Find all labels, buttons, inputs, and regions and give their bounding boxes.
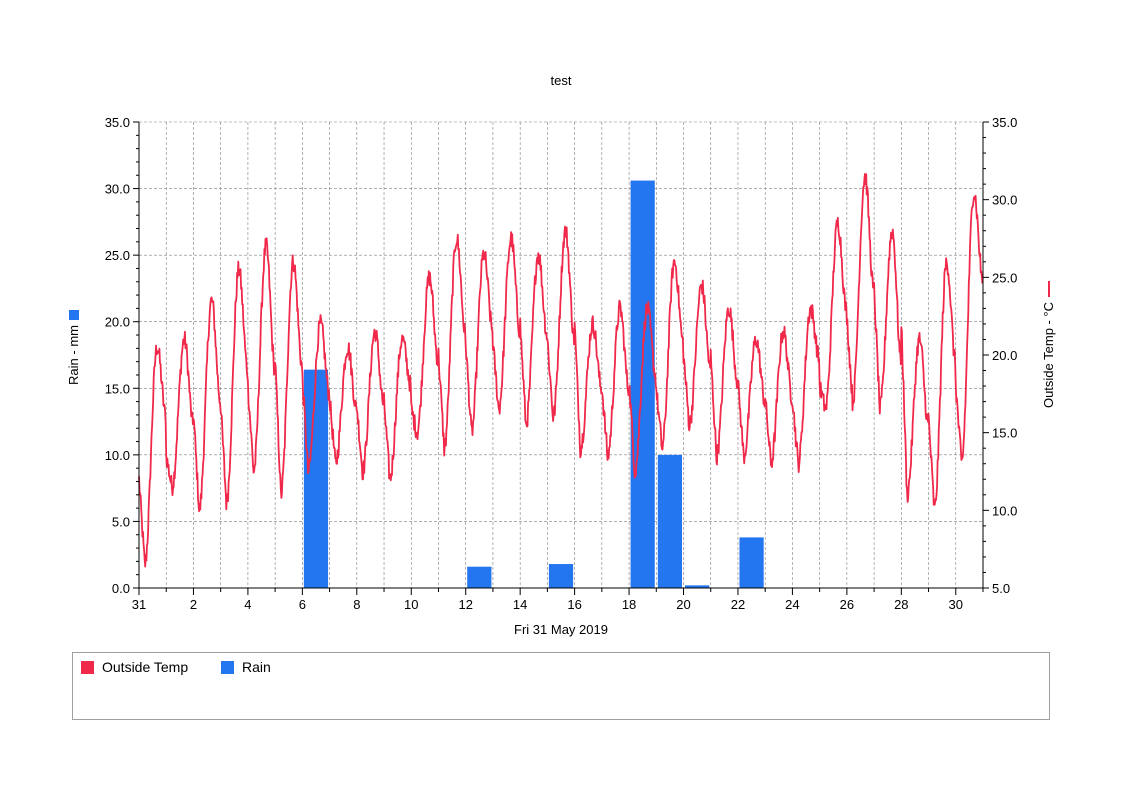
y-right-axis-label: Outside Temp - °C: [1041, 302, 1056, 408]
x-tick-label: 31: [132, 597, 146, 612]
legend-swatch-outside-temp: [81, 660, 94, 674]
rain-bar: [657, 454, 683, 588]
y-right-tick-label: 10.0: [992, 503, 1017, 518]
x-tick-label: 2: [190, 597, 197, 612]
x-tick-label: 28: [894, 597, 908, 612]
rain-bar: [303, 369, 329, 588]
rain-bars: [303, 180, 764, 588]
y-left-tick-label: 25.0: [105, 248, 130, 263]
x-axis-label: Fri 31 May 2019: [514, 622, 608, 637]
y-left-tick-label: 15.0: [105, 381, 130, 396]
legend-swatch-rain: [221, 660, 234, 674]
y-right-tick-label: 20.0: [992, 348, 1017, 363]
y-right-tick-label: 25.0: [992, 270, 1017, 285]
y-left-tick-label: 5.0: [112, 514, 130, 529]
x-tick-label: 4: [244, 597, 251, 612]
x-tick-label: 30: [949, 597, 963, 612]
y-right-tick-label: 35.0: [992, 115, 1017, 130]
outside-temp-line: [138, 173, 984, 568]
y-left-axis-label: Rain - mm: [66, 325, 81, 385]
y-left-series-marker: [69, 310, 79, 320]
y-right-tick-label: 30.0: [992, 193, 1017, 208]
x-tick-label: 22: [731, 597, 745, 612]
x-tick-label: 12: [458, 597, 472, 612]
gridlines: [139, 122, 983, 588]
y-left-tick-label: 35.0: [105, 115, 130, 130]
y-right-tick-label: 5.0: [992, 581, 1010, 596]
rain-bar: [548, 564, 574, 588]
legend-item-outside-temp: Outside Temp: [81, 659, 188, 675]
y-left-tick-label: 30.0: [105, 182, 130, 197]
x-tick-label: 26: [840, 597, 854, 612]
x-tick-label: 24: [785, 597, 799, 612]
legend-label-rain: Rain: [242, 659, 271, 675]
x-tick-label: 18: [622, 597, 636, 612]
legend: Outside Temp Rain: [72, 652, 1050, 720]
rain-bar: [739, 537, 764, 588]
y-left-tick-label: 20.0: [105, 315, 130, 330]
legend-label-outside-temp: Outside Temp: [102, 659, 189, 675]
x-tick-label: 8: [353, 597, 360, 612]
axes: 0.0 5.0 10.0 15.0 20.0 25.0 30.0 35.0 5.0 10.0 15.…: [105, 115, 1018, 612]
x-tick-label: 6: [299, 597, 306, 612]
rain-bar: [467, 566, 492, 588]
y-left-tick-label: 0.0: [112, 581, 130, 596]
temp-line-layer: [138, 173, 984, 568]
y-right-tick-label: 15.0: [992, 426, 1017, 441]
x-tick-label: 14: [513, 597, 527, 612]
rain-bar: [630, 180, 655, 588]
rain-bar: [685, 585, 710, 588]
x-tick-label: 10: [404, 597, 418, 612]
x-tick-label: 20: [676, 597, 690, 612]
chart-title: test: [551, 73, 572, 88]
legend-item-rain: Rain: [221, 659, 271, 675]
x-tick-label: 16: [567, 597, 581, 612]
y-left-tick-label: 10.0: [105, 448, 130, 463]
